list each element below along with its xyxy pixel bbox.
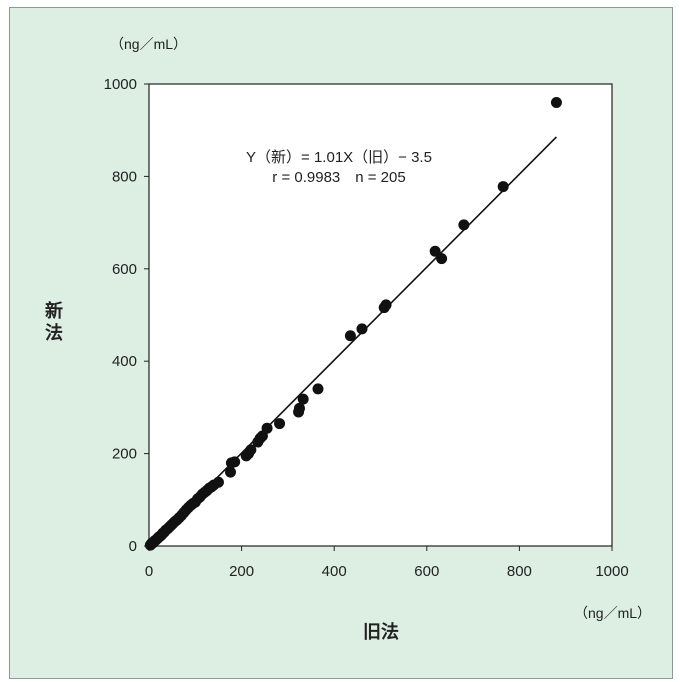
y-tick-label: 200 <box>112 446 137 463</box>
data-point <box>212 476 224 488</box>
data-point <box>312 383 324 395</box>
data-point <box>297 393 309 405</box>
data-point <box>344 330 356 342</box>
data-point <box>458 219 470 231</box>
y-tick-label: 600 <box>112 261 137 278</box>
data-point <box>497 181 509 193</box>
y-tick-label: 0 <box>129 538 137 555</box>
x-tick-label: 800 <box>507 563 532 580</box>
data-point <box>274 418 286 430</box>
regression-equation: Y（新）= 1.01X（旧）− 3.5 <box>246 149 432 166</box>
data-point <box>245 444 257 456</box>
y-axis-ticks: 0 200 400 600 800 1000 <box>104 76 149 555</box>
data-point <box>550 96 562 108</box>
data-point <box>293 402 305 414</box>
x-axis-ticks: 0 200 400 600 800 1000 <box>145 546 629 580</box>
x-axis-title: 旧法 <box>363 621 399 642</box>
y-axis-unit: （ng／mL） <box>110 36 187 52</box>
y-axis-title-line1: 新 <box>45 300 63 321</box>
y-tick-label: 400 <box>112 353 137 370</box>
data-point <box>436 253 448 265</box>
correlation-stats: r = 0.9983 n = 205 <box>272 169 405 186</box>
x-tick-label: 400 <box>322 563 347 580</box>
x-tick-label: 200 <box>229 563 254 580</box>
data-point <box>356 323 368 335</box>
y-axis-title-line2: 法 <box>45 322 63 343</box>
x-tick-label: 1000 <box>595 563 628 580</box>
data-point <box>224 466 236 478</box>
x-tick-label: 600 <box>414 563 439 580</box>
y-tick-label: 800 <box>112 168 137 185</box>
data-point <box>380 299 392 311</box>
data-point <box>229 456 241 468</box>
data-points <box>144 96 562 551</box>
x-axis-unit: （ng／mL） <box>574 605 651 621</box>
y-tick-label: 1000 <box>104 76 137 93</box>
x-tick-label: 0 <box>145 563 153 580</box>
data-point <box>261 422 273 434</box>
data-point <box>429 245 441 257</box>
